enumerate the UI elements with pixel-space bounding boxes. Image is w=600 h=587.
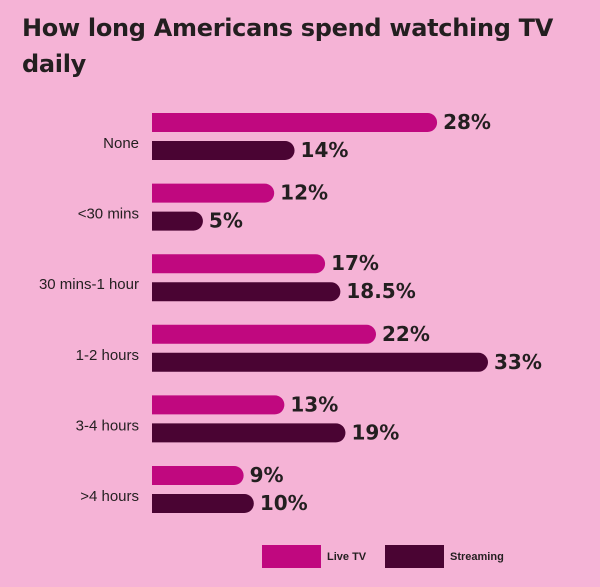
value-label: 18.5% [346, 279, 415, 303]
live-tv-bar [152, 466, 244, 485]
category-label: >4 hours [80, 488, 139, 505]
live-tv-bar [152, 183, 275, 203]
streaming-bar [152, 282, 341, 302]
value-label: 19% [351, 420, 399, 444]
value-label: 14% [301, 138, 349, 162]
value-label: 12% [280, 181, 328, 205]
streaming-bar [152, 423, 346, 443]
category-label: <30 mins [78, 206, 139, 223]
value-label: 17% [331, 251, 379, 275]
value-label: 33% [494, 350, 542, 374]
category-label: None [103, 135, 139, 152]
legend-swatch-live-tv [262, 545, 321, 568]
category-label: 3-4 hours [76, 417, 139, 434]
live-tv-bar [152, 324, 376, 344]
category-label: 30 mins-1 hour [39, 276, 139, 293]
streaming-bar [152, 494, 254, 513]
streaming-bar [152, 352, 488, 372]
legend-label-live-tv: Live TV [327, 551, 367, 563]
legend-label-streaming: Streaming [450, 551, 504, 563]
live-tv-bar [152, 254, 326, 274]
streaming-bar [152, 141, 295, 160]
value-label: 10% [260, 491, 308, 515]
value-label: 9% [250, 463, 284, 487]
value-label: 13% [290, 392, 338, 416]
legend-swatch-streaming [385, 545, 444, 568]
value-label: 5% [209, 209, 243, 233]
live-tv-bar [152, 113, 438, 132]
value-label: 22% [382, 322, 430, 346]
streaming-bar [152, 211, 203, 231]
chart-title: How long Americans spend watching TV dai… [22, 14, 554, 78]
live-tv-bar [152, 395, 285, 415]
value-label: 28% [443, 110, 491, 134]
category-label: 1-2 hours [76, 347, 139, 364]
